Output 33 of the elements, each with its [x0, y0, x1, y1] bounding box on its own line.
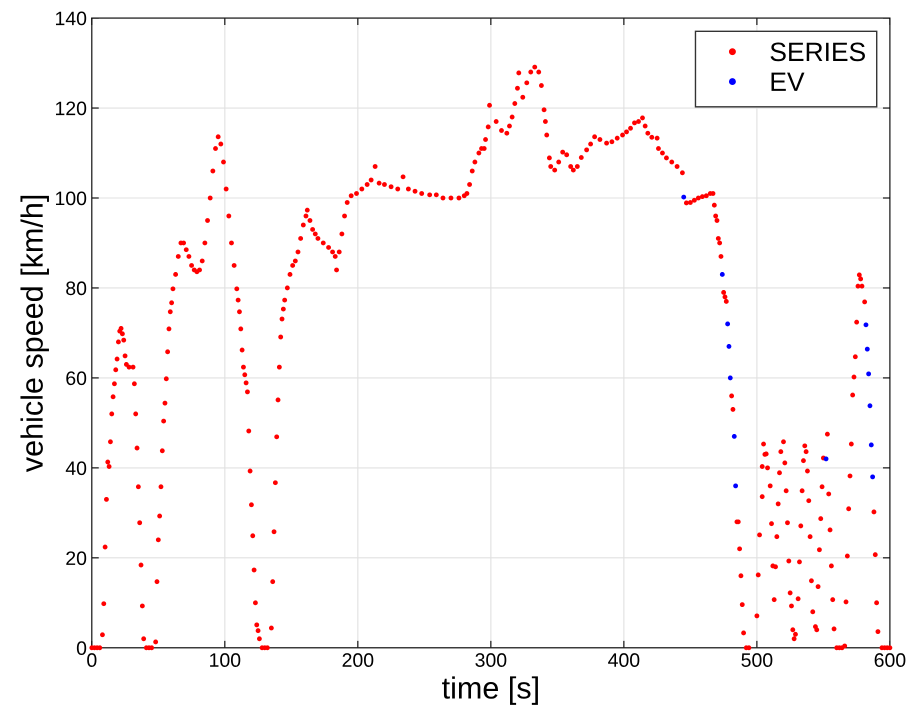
point: [728, 376, 733, 380]
x-tick-label: 600: [874, 653, 906, 667]
y-tick-label: 100: [56, 191, 86, 206]
x-tick-label: 100: [210, 653, 240, 667]
point: [868, 403, 872, 408]
x-axis-title: time [s]: [442, 676, 538, 705]
point: [866, 371, 872, 376]
legend-label: EV: [772, 72, 804, 91]
point: [864, 346, 870, 352]
y-tick-label: 20: [66, 551, 86, 566]
legend-label: SERIES: [770, 42, 865, 62]
x-tick-label: 200: [342, 653, 374, 667]
y-tick-label: 80: [66, 281, 86, 296]
point: [720, 272, 725, 277]
y-tick-label: 120: [56, 102, 86, 116]
point: [870, 474, 876, 480]
point: [681, 194, 686, 200]
y-tick-label: 40: [66, 461, 86, 476]
y-tick-label: 0: [76, 641, 86, 656]
x-tick-label: 500: [741, 653, 772, 667]
y-tick-label: 140: [56, 12, 86, 26]
point: [733, 483, 738, 488]
point: [726, 344, 732, 349]
point: [868, 442, 874, 448]
point: [864, 322, 868, 328]
point: [824, 456, 828, 462]
y-tick-label: 60: [66, 371, 86, 386]
point: [725, 322, 730, 326]
y-axis-title: vehicle speed [km/h]: [20, 196, 49, 472]
x-tick-label: 300: [475, 653, 506, 667]
x-tick-label: 400: [608, 653, 640, 667]
x-tick-label: 0: [87, 653, 96, 667]
point: [732, 434, 737, 439]
